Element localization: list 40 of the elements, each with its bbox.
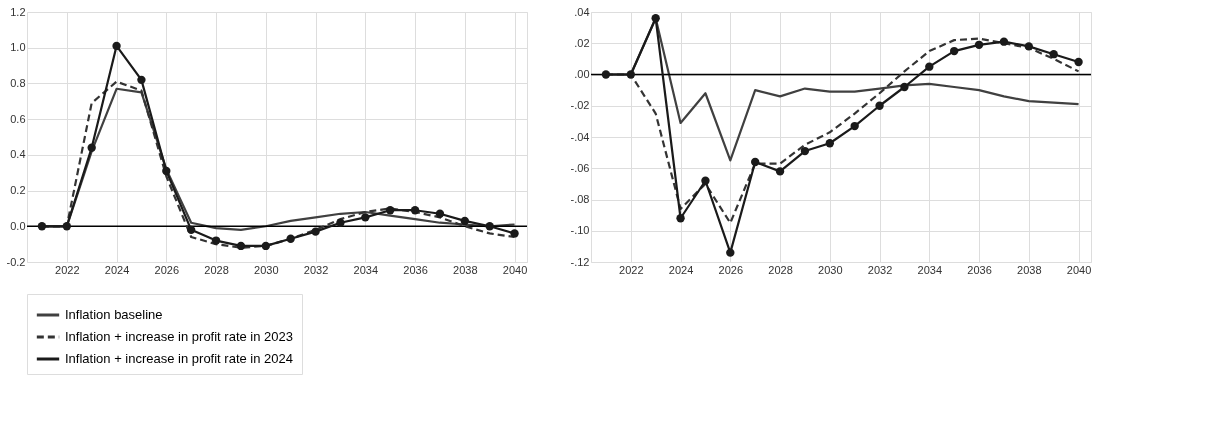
x-tick-label: 2022 bbox=[619, 263, 644, 276]
x-tick-label: 2032 bbox=[303, 263, 329, 276]
x-tick-label: 2036 bbox=[403, 263, 428, 276]
x-tick-label: 2030 bbox=[254, 263, 279, 276]
x-tick-label: 2034 bbox=[353, 263, 379, 276]
y-tick-label: -.02 bbox=[570, 99, 590, 112]
x-tick-label: 2030 bbox=[818, 263, 843, 276]
legend-label: Inflation + increase in profit rate in 2024 bbox=[65, 351, 294, 366]
x-tick-label: 2036 bbox=[967, 263, 992, 276]
x-tick-label: 2028 bbox=[768, 263, 793, 276]
x-tick-label: 2032 bbox=[867, 263, 893, 276]
y-tick-label: -0.2 bbox=[6, 255, 26, 268]
x-tick-label: 2022 bbox=[55, 263, 80, 276]
x-tick-label: 2040 bbox=[502, 263, 528, 276]
y-tick-label: -.04 bbox=[570, 130, 590, 143]
x-tick-label: 2026 bbox=[154, 263, 180, 276]
x-tick-label: 2038 bbox=[453, 263, 478, 276]
x-tick-label: 2028 bbox=[204, 263, 229, 276]
x-tick-label: 2024 bbox=[668, 263, 694, 276]
x-tick-label: 2038 bbox=[1017, 263, 1042, 276]
y-tick-label: -.12 bbox=[570, 255, 590, 268]
y-tick-label: -.10 bbox=[570, 224, 590, 237]
y-tick-label: .02 bbox=[574, 36, 590, 49]
y-tick-label: 0.8 bbox=[10, 76, 26, 89]
y-tick-label: 0.2 bbox=[10, 184, 26, 197]
legend-label: Inflation baseline bbox=[65, 307, 163, 322]
y-tick-label: -.08 bbox=[570, 193, 590, 205]
x-tick-label: 2024 bbox=[104, 263, 130, 276]
y-tick-label: .00 bbox=[574, 68, 590, 80]
y-tick-label: 0.6 bbox=[10, 112, 26, 125]
y-tick-label: 0.4 bbox=[10, 148, 26, 161]
y-tick-label: 1.0 bbox=[10, 41, 26, 54]
legend-label: Inflation + increase in profit rate in 2023 bbox=[65, 329, 294, 344]
y-tick-label: .04 bbox=[574, 5, 590, 18]
y-tick-label: 0.0 bbox=[10, 219, 26, 232]
x-tick-label: 2040 bbox=[1066, 263, 1092, 276]
y-tick-label: 1.2 bbox=[10, 5, 26, 18]
x-tick-label: 2026 bbox=[718, 263, 744, 276]
x-tick-label: 2034 bbox=[917, 263, 943, 276]
y-tick-label: -.06 bbox=[570, 161, 590, 174]
